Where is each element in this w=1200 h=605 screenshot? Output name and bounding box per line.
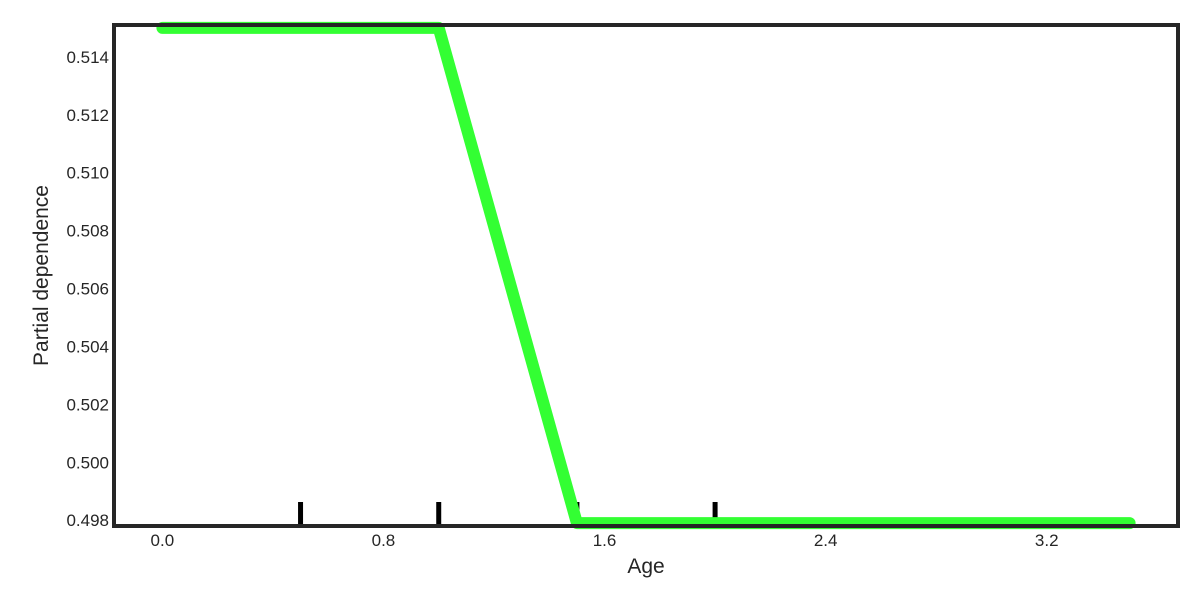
y-tick-label: 0.508 [66,222,109,241]
x-tick-label: 1.6 [593,531,617,550]
y-tick-labels: 0.498 0.500 0.502 0.504 0.506 0.508 0.510 0.512… [66,48,109,530]
y-tick-label: 0.502 [66,395,109,414]
y-tick-label: 0.500 [66,453,109,472]
x-tick-label: 3.2 [1035,531,1059,550]
y-tick-label: 0.504 [66,337,109,356]
y-axis-title: Partial dependence [30,185,53,366]
x-tick-label: 0.8 [372,531,396,550]
y-tick-label: 0.506 [66,280,109,299]
x-tick-labels: 0.0 0.8 1.6 2.4 3.2 [151,531,1059,550]
y-tick-label: 0.498 [66,511,109,530]
series-line-0 [156,21,1136,530]
y-tick-label: 0.510 [66,164,109,183]
y-tick-label: 0.512 [66,106,109,125]
x-axis-title: Age [627,555,664,578]
x-tick-label: 2.4 [814,531,838,550]
x-tick-label: 0.0 [151,531,175,550]
y-tick-label: 0.514 [66,48,109,67]
plot-frame [112,23,1180,528]
series-layer [156,21,1136,530]
